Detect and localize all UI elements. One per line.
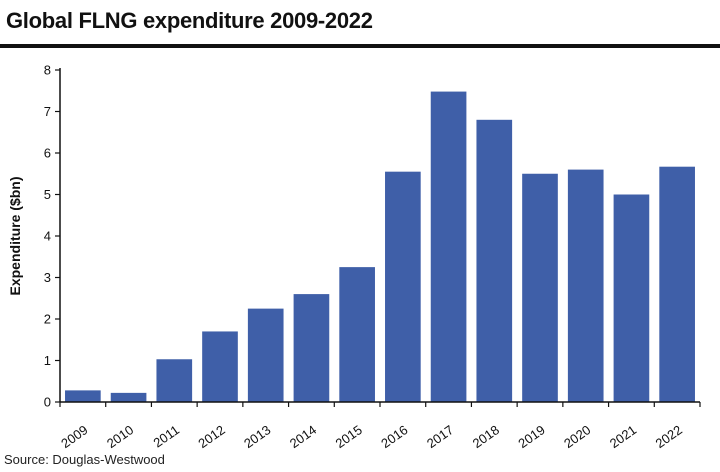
x-tick-label-2022: 2022 <box>653 422 685 451</box>
x-tick-label-2019: 2019 <box>515 422 547 451</box>
bar-2016 <box>385 171 421 402</box>
bar-2015 <box>339 267 375 402</box>
y-tick-label: 3 <box>44 270 51 285</box>
bar-2020 <box>567 169 604 402</box>
y-tick-label: 2 <box>44 312 51 327</box>
x-tick-label-2015: 2015 <box>333 422 365 451</box>
y-tick-label: 5 <box>44 187 51 202</box>
x-tick-label-2021: 2021 <box>607 422 639 451</box>
bar-2011 <box>156 359 193 402</box>
y-tick-label: 0 <box>44 395 51 410</box>
x-tick-label-2011: 2011 <box>150 422 182 450</box>
y-tick-label: 8 <box>44 63 51 78</box>
bar-2010 <box>110 392 147 402</box>
bar-2018 <box>476 119 513 403</box>
x-tick-label-2012: 2012 <box>195 422 227 451</box>
bar-2019 <box>522 173 558 402</box>
bars-group <box>65 91 695 403</box>
bar-2014 <box>293 294 330 402</box>
bar-2009 <box>65 390 101 402</box>
x-tick-label-2009: 2009 <box>58 422 90 451</box>
bar-2022 <box>659 166 695 402</box>
x-tick-label-2010: 2010 <box>104 422 136 451</box>
x-tick-label-2016: 2016 <box>378 422 410 451</box>
x-tick-label-2013: 2013 <box>241 422 273 451</box>
bar-2012 <box>202 331 238 402</box>
source-note: Source: Douglas-Westwood <box>4 452 165 467</box>
x-tick-label-2014: 2014 <box>287 422 319 451</box>
y-tick-label: 6 <box>44 146 51 161</box>
bar-2013 <box>247 308 284 402</box>
x-tick-label-2017: 2017 <box>424 422 456 451</box>
y-tick-label: 1 <box>44 353 51 368</box>
y-tick-label: 7 <box>44 104 51 119</box>
bar-2017 <box>430 91 467 402</box>
y-axis-label: Expenditure ($bn) <box>7 176 23 295</box>
chart-title: Global FLNG expenditure 2009-2022 <box>6 8 373 33</box>
x-tick-label-2018: 2018 <box>470 422 502 451</box>
bar-2021 <box>613 194 650 402</box>
y-tick-label: 4 <box>44 229 51 244</box>
x-tick-label-2020: 2020 <box>561 422 593 451</box>
title-divider <box>0 44 720 48</box>
